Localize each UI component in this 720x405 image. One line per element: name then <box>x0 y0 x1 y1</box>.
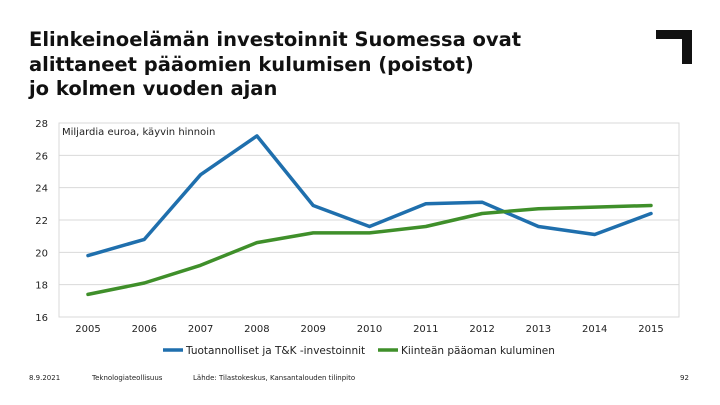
title-line-2: alittaneet pääomien kulumisen (poistot) <box>29 52 474 76</box>
y-tick-label: 20 <box>35 248 48 259</box>
x-tick-label: 2005 <box>75 324 100 335</box>
corner-bracket-logo <box>656 30 692 64</box>
series-lines <box>86 134 653 297</box>
x-tick-label: 2013 <box>526 324 551 335</box>
title-line-3: jo kolmen vuoden ajan <box>29 77 278 100</box>
footer-source: Lähde: Tilastokeskus, Kansantalouden til… <box>193 374 356 382</box>
grid-lines <box>59 122 679 318</box>
x-tick-label: 2010 <box>357 324 382 335</box>
y-tick-label: 16 <box>35 313 48 324</box>
x-tick-label: 2012 <box>469 324 494 335</box>
series-line-2 <box>86 203 653 297</box>
legend-label-1: Tuotannolliset ja T&K -investoinnit <box>185 345 365 357</box>
x-tick-label: 2006 <box>132 324 157 335</box>
unit-label: Miljardia euroa, käyvin hinnoin <box>62 127 215 138</box>
axes: 16 18 20 22 24 26 28 2005 2006 2007 2008 2009 2010 20… <box>35 119 680 335</box>
x-tick-label: 2015 <box>638 324 663 335</box>
x-tick-label: 2008 <box>244 324 269 335</box>
footer-organization: Teknologiateollisuus <box>92 374 163 382</box>
slide-title: Elinkeinoelämän investoinnit Suomessa ov… <box>29 28 629 102</box>
series-line-1 <box>86 134 653 258</box>
x-tick-label: 2011 <box>413 324 438 335</box>
y-tick-label: 18 <box>35 281 48 292</box>
footer-date: 8.9.2021 <box>29 374 61 382</box>
y-tick-label: 26 <box>35 151 48 162</box>
x-tick-label: 2007 <box>188 324 213 335</box>
x-tick-label: 2014 <box>582 324 607 335</box>
y-tick-label: 28 <box>35 119 48 130</box>
legend: Tuotannolliset ja T&K -investoinnit Kiint… <box>163 345 555 357</box>
y-tick-label: 24 <box>35 184 48 195</box>
legend-label-2: Kiinteän pääoman kuluminen <box>401 345 555 357</box>
y-tick-label: 22 <box>35 216 48 227</box>
footer-page-number: 92 <box>680 374 689 382</box>
title-line-1: Elinkeinoelämän investoinnit Suomessa ov… <box>29 28 522 51</box>
plot-area-frame <box>58 122 680 318</box>
x-tick-label: 2009 <box>300 324 325 335</box>
